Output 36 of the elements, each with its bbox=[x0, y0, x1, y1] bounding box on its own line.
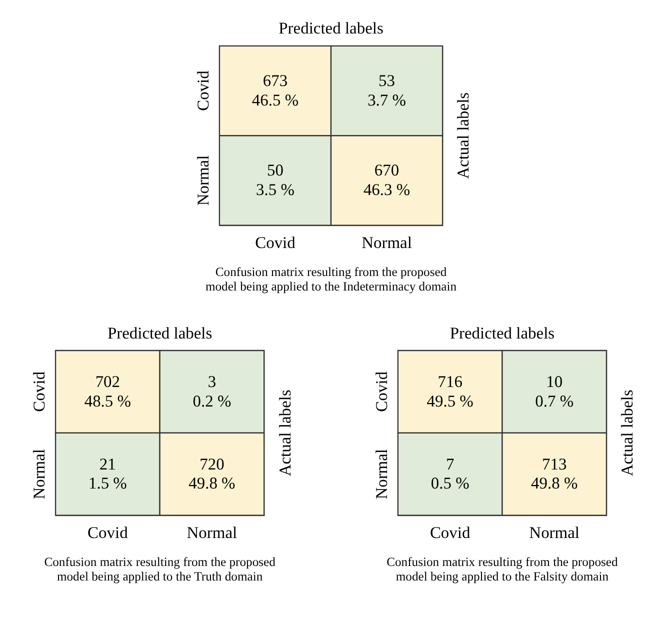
data-label: 670 bbox=[374, 160, 400, 180]
data-label: 673 bbox=[262, 70, 288, 90]
x-tick-label: Covid bbox=[430, 523, 471, 542]
annotation: 3.5 % bbox=[256, 180, 295, 200]
data-label: 21 bbox=[99, 454, 116, 474]
data-label: 53 bbox=[378, 70, 396, 90]
data-label: 10 bbox=[546, 372, 563, 391]
data-label: 3 bbox=[208, 372, 216, 391]
x-axis-title: Predicted labels bbox=[278, 18, 384, 38]
data-label: 50 bbox=[266, 160, 284, 180]
y-axis-title: Actual labels bbox=[275, 390, 294, 476]
annotation: 46.5 % bbox=[252, 90, 299, 110]
data-label: 713 bbox=[542, 454, 567, 474]
annotation: 48.5 % bbox=[84, 391, 132, 410]
x-tick-label: Covid bbox=[88, 523, 129, 542]
annotation: 1.5 % bbox=[88, 474, 128, 493]
annotation: 49.5 % bbox=[426, 391, 474, 410]
annotation: 0.7 % bbox=[535, 391, 574, 410]
x-axis-title: Predicted labels bbox=[107, 323, 212, 342]
y-axis-title: Actual labels bbox=[618, 390, 637, 476]
data-label: 7 bbox=[446, 454, 454, 474]
data-label: 702 bbox=[95, 372, 120, 391]
annotation: 0.2 % bbox=[192, 391, 232, 410]
x-axis-title: Predicted labels bbox=[450, 323, 555, 342]
text: Confusion matrix resulting from the proposed model being applied to the Indeterminacy domain bbox=[205, 264, 458, 294]
data-label: 716 bbox=[438, 372, 462, 391]
y-axis-title: Actual labels bbox=[454, 92, 473, 179]
annotation: 3.7 % bbox=[368, 90, 406, 110]
data-label: 720 bbox=[200, 454, 224, 474]
annotation: 46.3 % bbox=[363, 180, 410, 200]
text: Confusion matrix resulting from the proposed model being applied to the Truth domain bbox=[44, 554, 276, 584]
text: Confusion matrix resulting from the proposed model being applied to the Falsity domain bbox=[386, 554, 619, 584]
annotation: 49.8 % bbox=[531, 474, 578, 493]
annotation: 49.8 % bbox=[188, 474, 236, 493]
annotation: 0.5 % bbox=[430, 474, 470, 493]
x-tick-label: Normal bbox=[529, 523, 580, 542]
